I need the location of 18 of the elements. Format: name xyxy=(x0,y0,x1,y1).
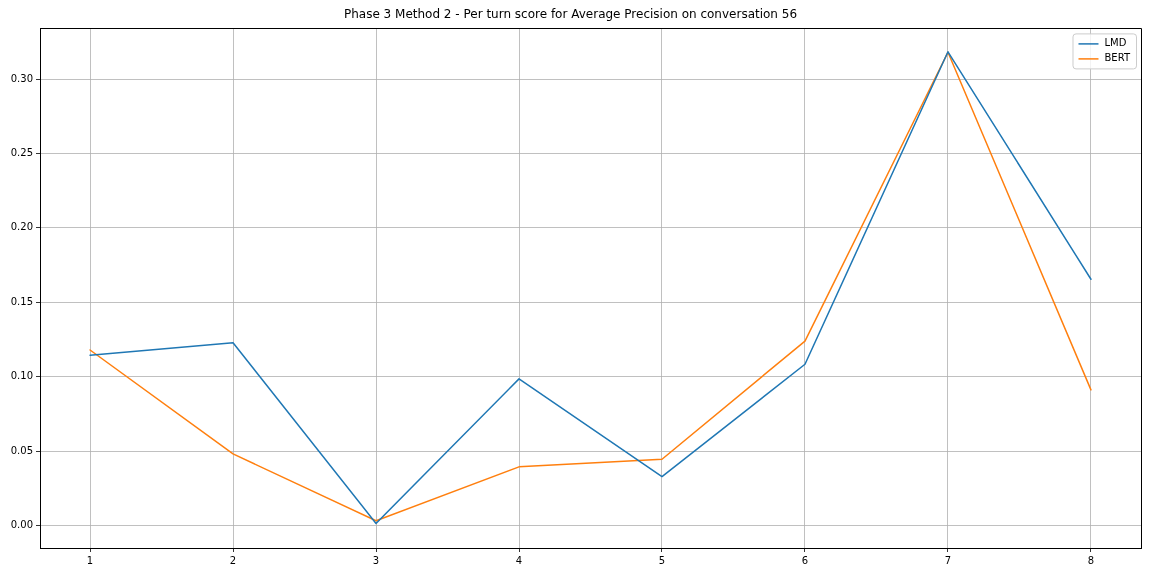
x-tick-label: 5 xyxy=(658,554,666,566)
x-tick-label: 2 xyxy=(229,554,237,566)
x-tick-label: 6 xyxy=(801,554,809,566)
y-tick-label: 0.25 xyxy=(10,147,33,159)
y-tick-label: 0.10 xyxy=(10,370,33,382)
legend-label: LMD xyxy=(1104,37,1127,49)
y-tick-label: 0.00 xyxy=(10,519,33,531)
x-tick-label: 1 xyxy=(86,554,94,566)
y-tick-label: 0.15 xyxy=(10,295,33,307)
x-tick-label: 8 xyxy=(1087,554,1095,566)
x-tick-label: 7 xyxy=(944,554,952,566)
y-tick-label: 0.20 xyxy=(10,221,33,233)
x-tick-label: 4 xyxy=(515,554,523,566)
chart-title: Phase 3 Method 2 - Per turn score for Average Precision on conversation 56 xyxy=(343,7,798,22)
x-tick-label: 3 xyxy=(372,554,380,566)
y-tick-label: 0.05 xyxy=(10,444,33,456)
legend-label: BERT xyxy=(1104,52,1131,64)
y-tick-label: 0.30 xyxy=(10,72,33,84)
